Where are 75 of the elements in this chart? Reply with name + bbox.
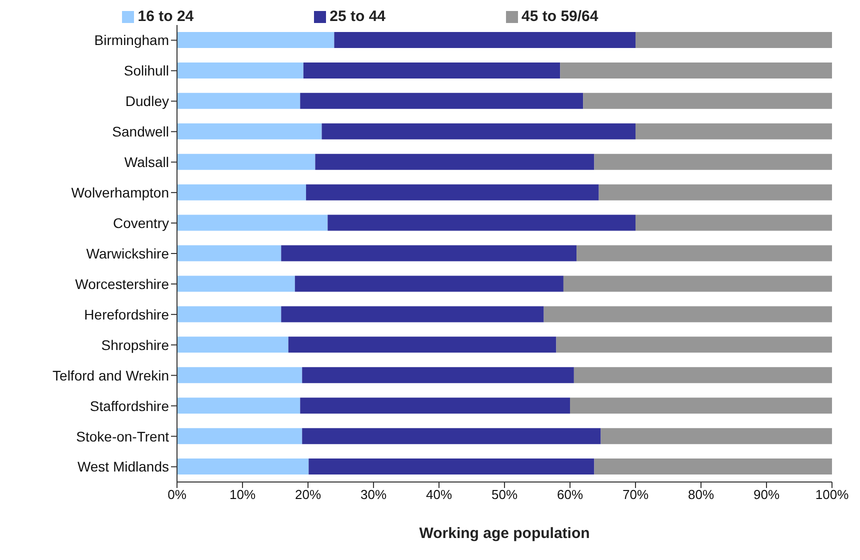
- bar: [600, 428, 832, 444]
- x-tick-label: 10%: [229, 487, 256, 502]
- bar: [636, 214, 832, 231]
- bar: [334, 32, 636, 48]
- bar: [177, 367, 302, 384]
- x-tick-label: 70%: [622, 487, 649, 502]
- bar: [177, 62, 304, 78]
- bar: [302, 367, 574, 384]
- bar: [177, 92, 300, 109]
- bar: [177, 245, 282, 262]
- bar: [322, 123, 636, 140]
- y-tick-label: Walsall: [124, 154, 169, 170]
- legend-label: 25 to 44: [330, 8, 386, 25]
- bar: [303, 62, 560, 78]
- y-tick-label: Staffordshire: [90, 398, 170, 414]
- legend-label: 45 to 59/64: [522, 8, 598, 25]
- bar: [594, 154, 832, 170]
- bar: [544, 306, 832, 322]
- x-tick-label: 40%: [426, 487, 452, 502]
- bar: [177, 398, 300, 414]
- bar: [177, 184, 306, 200]
- y-tick-label: Warwickshire: [86, 245, 170, 262]
- bar: [281, 306, 544, 322]
- bar: [328, 214, 636, 231]
- bar: [563, 276, 832, 292]
- y-tick-label: Telford and Wrekin: [52, 367, 169, 384]
- legend-label: 16 to 24: [138, 8, 194, 25]
- bar: [576, 245, 832, 262]
- bar: [306, 184, 599, 200]
- bar: [177, 154, 316, 170]
- x-axis-title: Working age population: [419, 525, 590, 542]
- y-tick-label: Sandwell: [112, 124, 169, 140]
- x-tick-label: 20%: [294, 487, 322, 502]
- bar: [177, 32, 334, 48]
- x-tick-label: 50%: [491, 487, 518, 502]
- x-tick-label: 100%: [815, 487, 850, 502]
- y-tick-label: Wolverhampton: [71, 184, 169, 201]
- y-tick-label: West Midlands: [77, 458, 169, 475]
- bar: [294, 276, 564, 292]
- bar: [300, 398, 570, 414]
- bar: [177, 336, 288, 353]
- bar: [598, 184, 832, 200]
- bar: [308, 458, 594, 475]
- bar: [574, 367, 832, 384]
- bar: [177, 123, 322, 140]
- bar: [594, 458, 832, 475]
- bar: [281, 245, 577, 262]
- bar: [636, 32, 832, 48]
- y-tick-label: Coventry: [112, 215, 169, 232]
- bar: [177, 276, 295, 292]
- y-tick-label: Worcestershire: [75, 276, 170, 292]
- x-tick-label: 90%: [753, 487, 780, 502]
- bar: [315, 154, 594, 170]
- bar: [177, 428, 302, 444]
- bar: [300, 92, 584, 109]
- bar: [177, 214, 328, 231]
- y-tick-label: Stoke-on-Trent: [76, 428, 170, 444]
- y-tick-label: Solihull: [124, 62, 169, 79]
- bar: [583, 92, 832, 109]
- x-tick-label: 0%: [168, 487, 187, 502]
- bar: [177, 458, 309, 475]
- y-tick-label: Dudley: [125, 93, 169, 110]
- y-tick-label: Herefordshire: [84, 306, 170, 322]
- y-tick-label: Birmingham: [94, 32, 169, 48]
- bar: [177, 306, 282, 322]
- y-tick-label: Shropshire: [101, 336, 170, 353]
- bar: [556, 336, 832, 353]
- bar: [288, 336, 556, 353]
- x-tick-label: 60%: [556, 487, 584, 502]
- bar: [302, 428, 601, 444]
- x-tick-label: 80%: [688, 487, 714, 502]
- bar: [636, 123, 832, 140]
- bar: [560, 62, 832, 78]
- x-tick-label: 30%: [360, 487, 387, 502]
- bar: [570, 398, 832, 414]
